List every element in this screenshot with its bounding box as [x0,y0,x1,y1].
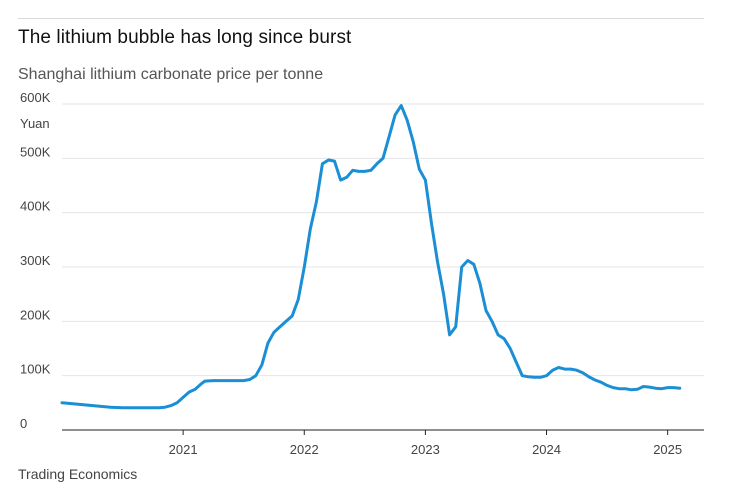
grid-layer [62,103,704,377]
chart-title: The lithium bubble has long since burst [18,27,352,48]
y-axis-unit-label: Yuan [20,116,50,131]
y-tick-label: 200K [20,307,51,322]
x-tick-label: 2021 [169,442,198,457]
axis-layer: 0 100K 200K 300K 400K 500K 600K 2021 2022 2023 202… [20,90,704,457]
x-tick-label: 2025 [653,442,682,457]
x-tick-label: 2022 [290,442,319,457]
chart-subtitle: Shanghai lithium carbonate price per ton… [18,66,324,83]
y-tick-label: 0 [20,416,27,431]
y-tick-label: 500K [20,144,51,159]
top-rule [18,18,704,19]
source-label: Trading Economics [18,466,138,482]
y-tick-label: 300K [20,253,51,268]
y-tick-label: 600K [20,90,51,105]
price-series-line [60,104,682,410]
x-tick-label: 2023 [411,442,440,457]
y-tick-label: 400K [20,199,51,214]
y-tick-label: 100K [20,362,51,377]
series-layer [60,104,682,410]
x-tick-label: 2024 [532,442,561,457]
